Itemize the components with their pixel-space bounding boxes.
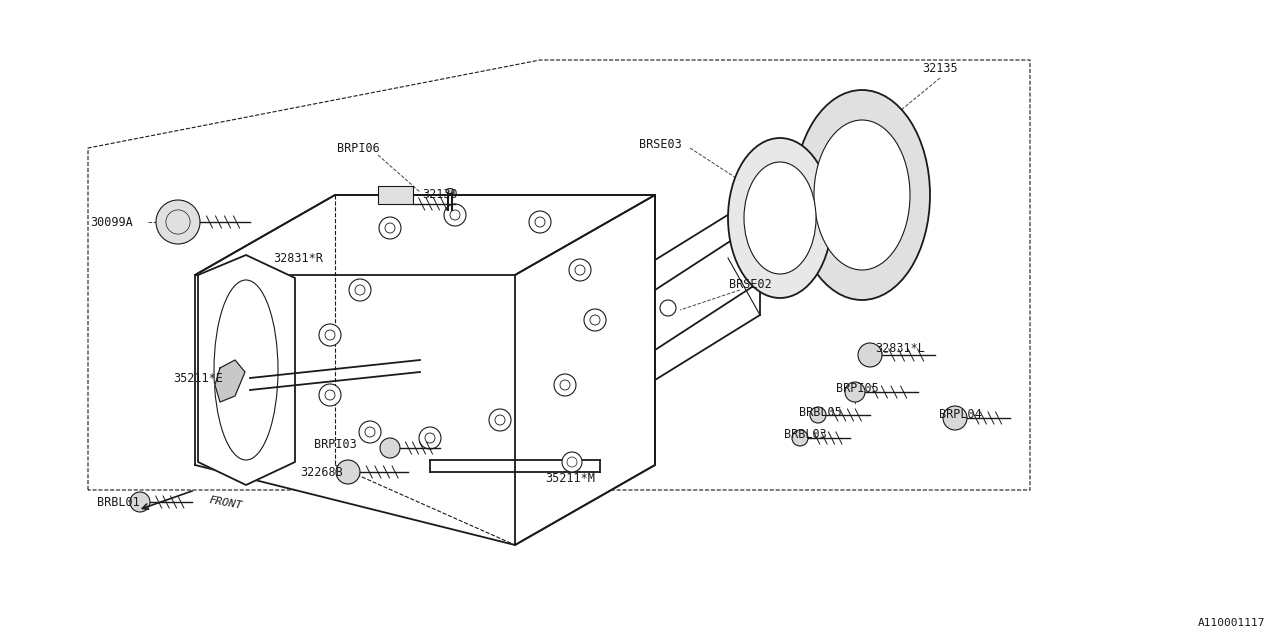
Circle shape xyxy=(529,211,550,233)
Text: BRSE02: BRSE02 xyxy=(728,278,772,291)
Polygon shape xyxy=(195,195,655,545)
Text: BRBL03: BRBL03 xyxy=(783,429,827,442)
Text: BRSE03: BRSE03 xyxy=(639,138,681,152)
Text: BRBL05: BRBL05 xyxy=(799,406,841,419)
Text: FRONT: FRONT xyxy=(207,495,243,511)
Ellipse shape xyxy=(744,162,817,274)
Circle shape xyxy=(810,407,826,423)
Circle shape xyxy=(570,259,591,281)
Circle shape xyxy=(660,300,676,316)
Text: BRPI06: BRPI06 xyxy=(337,141,379,154)
Text: 32135: 32135 xyxy=(922,61,957,74)
Text: BRPI03: BRPI03 xyxy=(314,438,356,451)
Text: BRBL01: BRBL01 xyxy=(96,495,140,509)
Circle shape xyxy=(562,452,582,472)
Text: A110001117: A110001117 xyxy=(1198,618,1265,628)
Circle shape xyxy=(792,430,808,446)
Circle shape xyxy=(489,409,511,431)
Ellipse shape xyxy=(728,138,832,298)
Text: 32831*R: 32831*R xyxy=(273,252,323,264)
Circle shape xyxy=(419,427,442,449)
Circle shape xyxy=(379,217,401,239)
Text: 30099A: 30099A xyxy=(91,216,133,228)
Circle shape xyxy=(444,204,466,226)
Polygon shape xyxy=(195,195,655,275)
Circle shape xyxy=(319,324,340,346)
Text: 32268B: 32268B xyxy=(301,465,343,479)
Polygon shape xyxy=(515,195,655,545)
Circle shape xyxy=(131,492,150,512)
Polygon shape xyxy=(198,255,294,485)
Text: 35211*M: 35211*M xyxy=(545,472,595,484)
Circle shape xyxy=(156,200,200,244)
Ellipse shape xyxy=(445,189,454,193)
Ellipse shape xyxy=(814,120,910,270)
Circle shape xyxy=(584,309,605,331)
Bar xyxy=(378,186,413,204)
Circle shape xyxy=(380,438,399,458)
Text: BRPI05: BRPI05 xyxy=(836,381,878,394)
Text: 32831*L: 32831*L xyxy=(876,342,925,355)
Circle shape xyxy=(943,406,966,430)
Text: 32130: 32130 xyxy=(422,189,458,202)
Circle shape xyxy=(845,382,865,402)
Ellipse shape xyxy=(794,90,931,300)
Text: 35211*E: 35211*E xyxy=(173,371,223,385)
Circle shape xyxy=(319,384,340,406)
Circle shape xyxy=(358,421,381,443)
Text: BRPL04: BRPL04 xyxy=(938,408,982,422)
Circle shape xyxy=(335,460,360,484)
Circle shape xyxy=(349,279,371,301)
Circle shape xyxy=(554,374,576,396)
Polygon shape xyxy=(215,360,244,402)
Circle shape xyxy=(858,343,882,367)
